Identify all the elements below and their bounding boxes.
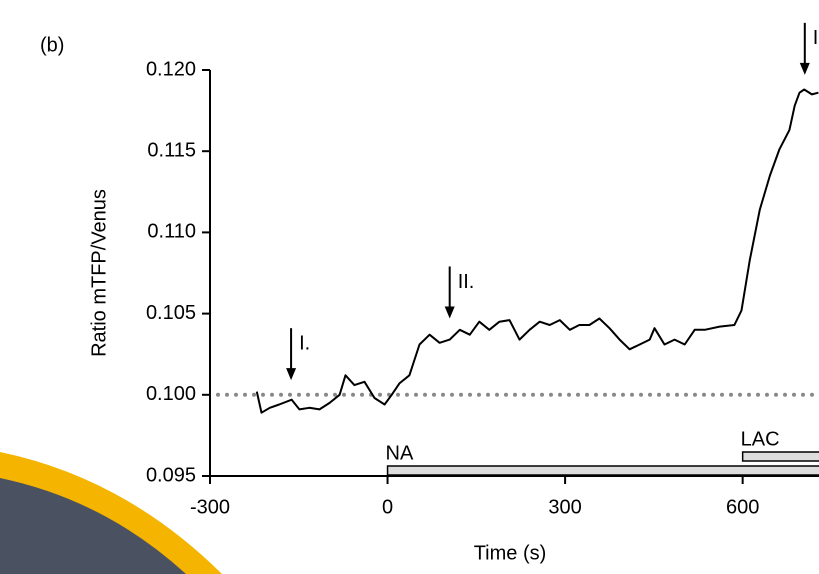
annotation-label: II. [458,271,475,293]
annotation-arrowhead [444,306,455,319]
y-tick-label: 0.105 [146,302,196,324]
x-tick-label: 300 [548,496,581,518]
treatment-label: LAC [741,428,780,450]
y-tick-label: 0.110 [147,221,196,243]
y-tick-label: 0.100 [146,383,196,405]
annotation-arrowhead [286,368,297,381]
annotation-label: III. [813,27,819,49]
treatment-bar [386,465,819,476]
treatment-label: NA [386,442,414,464]
data-line [255,88,819,414]
x-tick-label: 0 [382,496,393,518]
x-axis-label: Time (s) [474,542,547,564]
decor-dark [0,478,186,574]
annotation-label: I. [299,332,310,354]
chart-title: (b) [40,34,64,56]
y-tick-label: 0.095 [146,464,196,486]
x-tick-label: 600 [726,496,759,518]
y-tick-label: 0.115 [147,139,196,161]
treatment-bar [741,451,819,462]
y-axis-label: Ratio mTFP/Venus [88,189,110,357]
annotation-arrowhead [799,62,810,75]
y-tick-label: 0.120 [146,58,196,80]
x-tick-label: -300 [190,496,230,518]
